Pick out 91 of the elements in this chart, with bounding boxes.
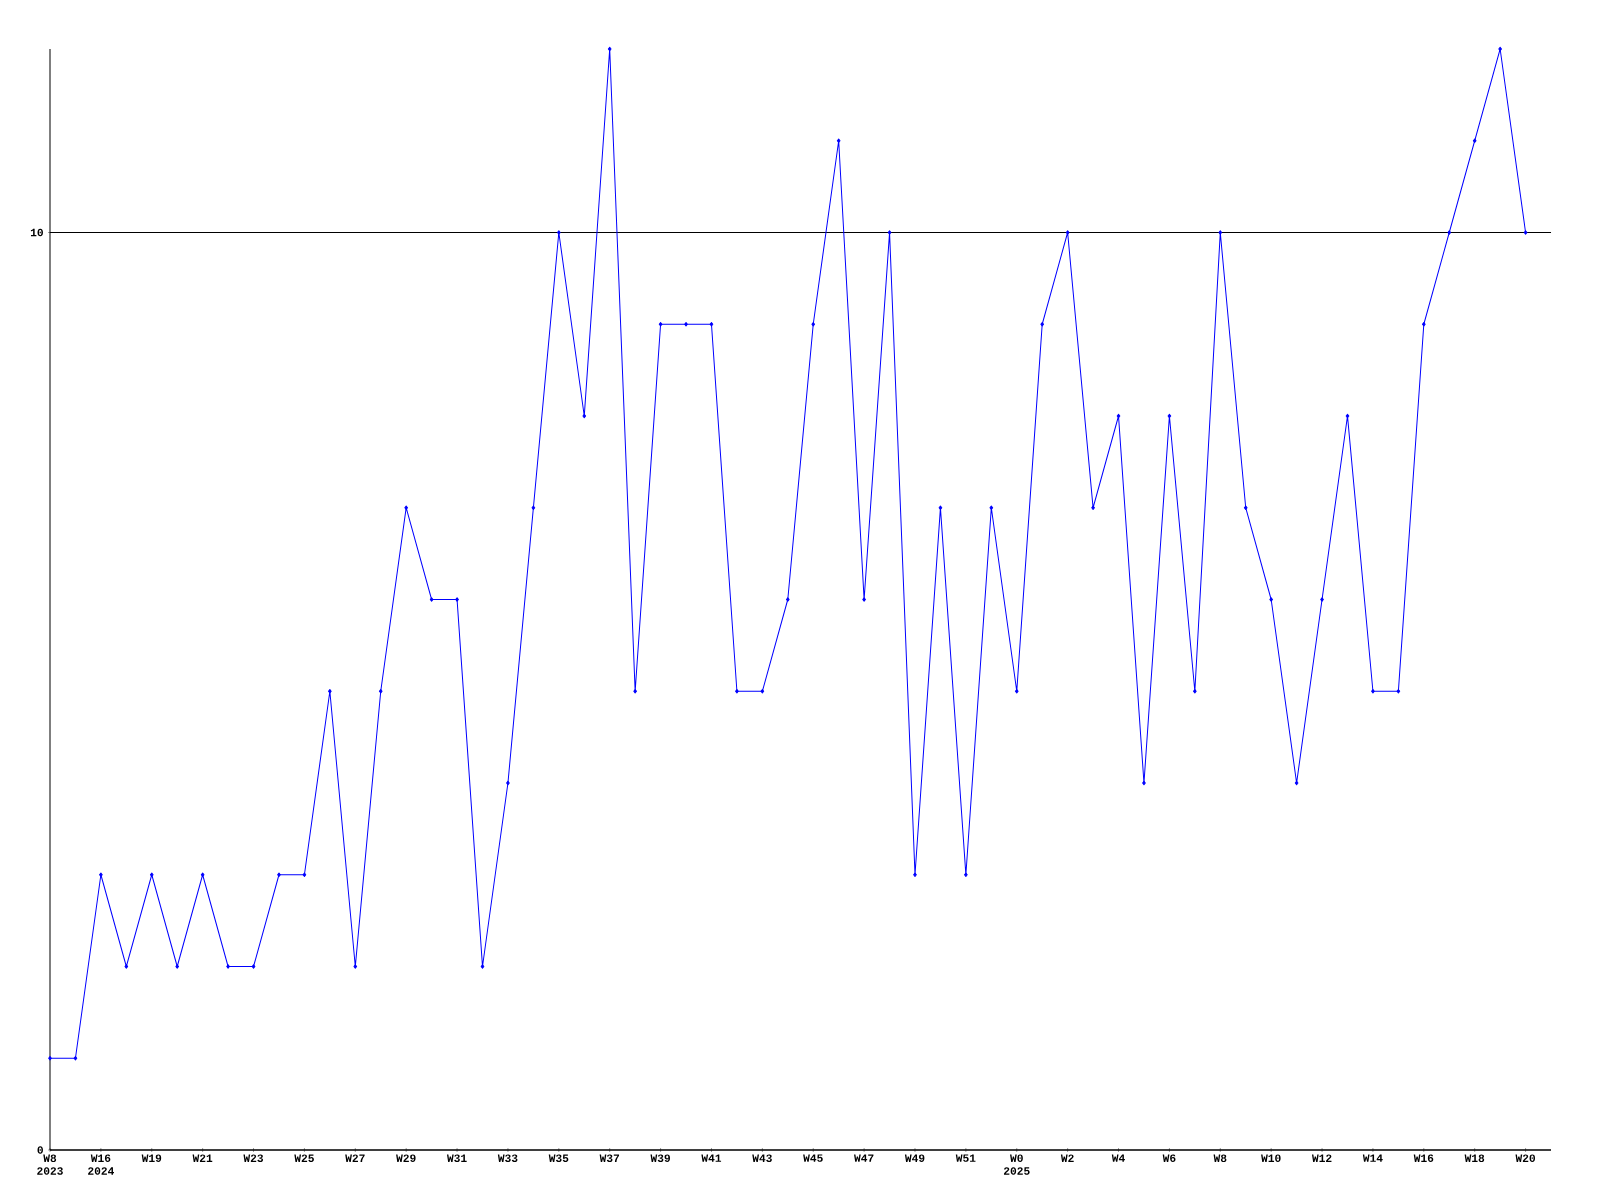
point xyxy=(429,597,434,602)
x-tick-label: W29 xyxy=(396,1154,416,1162)
point xyxy=(1040,321,1045,327)
x-tick-label: W35 xyxy=(548,1154,569,1163)
x-tick-label: W14 xyxy=(1362,1154,1383,1162)
point xyxy=(1243,505,1248,511)
x-tick-label: W39 xyxy=(650,1154,670,1163)
x-tick-label: W23 xyxy=(243,1154,264,1163)
x-tick-label: W16 xyxy=(1413,1154,1434,1162)
point xyxy=(277,872,281,878)
x-tick-label: W41 xyxy=(701,1154,722,1162)
point xyxy=(1142,780,1146,786)
point xyxy=(175,964,180,969)
point xyxy=(48,1055,52,1061)
point xyxy=(506,780,510,786)
x-tick-label: W10 xyxy=(1261,1154,1281,1162)
point xyxy=(735,688,739,694)
point xyxy=(760,688,765,694)
point xyxy=(302,872,307,878)
point xyxy=(989,505,994,511)
x-tick-label: W45 xyxy=(803,1154,823,1162)
x-tick-label: W37 xyxy=(599,1154,620,1163)
point xyxy=(709,321,714,327)
point xyxy=(1065,230,1070,235)
point xyxy=(887,230,892,235)
point xyxy=(1396,688,1401,694)
point xyxy=(73,1055,78,1061)
point xyxy=(785,597,790,602)
x-tick-label: W2 xyxy=(1060,1154,1074,1162)
point xyxy=(378,688,383,694)
x-tick-label: W21 xyxy=(192,1154,213,1162)
point xyxy=(404,505,409,511)
point xyxy=(353,964,358,969)
point xyxy=(1498,46,1502,52)
point xyxy=(480,964,485,969)
x-tick-label: W6 xyxy=(1162,1154,1176,1162)
x-tick-label: W18 xyxy=(1464,1154,1485,1162)
x-tick-label: W31 xyxy=(446,1154,467,1163)
point xyxy=(1193,688,1197,694)
point xyxy=(556,230,561,235)
x-tick-label: W8 2023 xyxy=(37,1154,63,1175)
point xyxy=(1345,413,1350,419)
point xyxy=(1294,780,1299,786)
x-tick-label: W16 2024 xyxy=(88,1154,114,1175)
point xyxy=(938,505,943,511)
point xyxy=(1472,138,1477,144)
point xyxy=(328,688,332,694)
point xyxy=(149,872,154,878)
x-tick-label: W12 xyxy=(1311,1154,1332,1162)
y-tick-label: 10 xyxy=(30,228,43,237)
x-tick-label: W25 xyxy=(294,1154,314,1162)
point xyxy=(1320,597,1324,602)
point xyxy=(1421,321,1426,327)
point xyxy=(531,505,536,511)
point xyxy=(658,321,663,327)
x-tick-label: W49 xyxy=(904,1154,925,1162)
point xyxy=(684,321,688,327)
point xyxy=(1269,597,1274,602)
point xyxy=(913,872,917,878)
x-tick-label: W33 xyxy=(497,1154,518,1163)
point xyxy=(582,413,587,419)
point xyxy=(1167,413,1172,419)
x-tick-label: W0 2025 xyxy=(1003,1154,1030,1175)
point xyxy=(455,597,459,602)
x-tick-label: W43 xyxy=(752,1154,772,1163)
point xyxy=(964,872,968,878)
point xyxy=(1523,230,1528,235)
x-tick-label: W47 xyxy=(854,1154,874,1162)
point xyxy=(200,872,205,878)
x-tick-label: W27 xyxy=(345,1154,365,1162)
y-tick-label: 0 xyxy=(37,1146,43,1154)
x-tick-label: W20 xyxy=(1515,1154,1536,1162)
point xyxy=(1218,230,1223,235)
point xyxy=(1447,230,1452,235)
point xyxy=(1116,413,1121,419)
point xyxy=(1091,505,1095,511)
point xyxy=(251,964,256,969)
point xyxy=(1371,688,1375,694)
point xyxy=(811,321,816,327)
point xyxy=(836,138,841,144)
point xyxy=(862,597,866,602)
point xyxy=(226,964,230,969)
x-tick-label: W19 xyxy=(141,1154,162,1162)
point xyxy=(1014,688,1019,694)
x-tick-label: W4 xyxy=(1111,1154,1125,1162)
point xyxy=(99,872,103,878)
point xyxy=(607,46,612,52)
point xyxy=(124,964,129,969)
x-tick-label: W8 xyxy=(1213,1154,1227,1162)
point xyxy=(633,688,637,694)
x-tick-label: W51 xyxy=(955,1154,976,1162)
